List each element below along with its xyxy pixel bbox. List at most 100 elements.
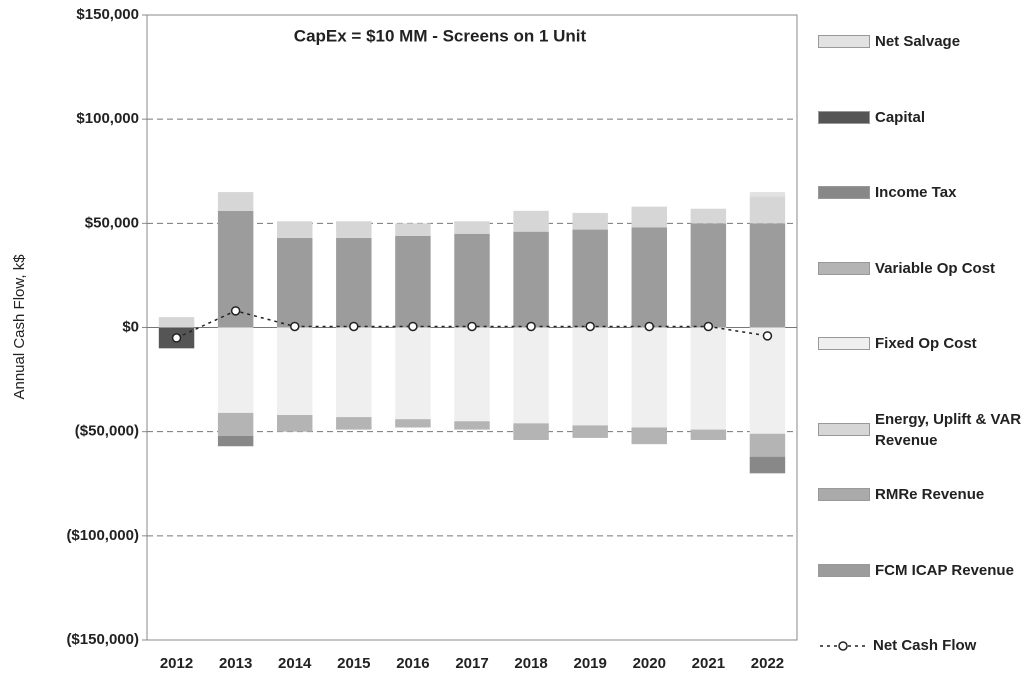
x-tick-label: 2017: [455, 655, 488, 672]
legend-swatch: [818, 35, 870, 48]
legend-line-icon: [820, 640, 866, 651]
bar-segment: [631, 227, 667, 328]
legend-swatch: [818, 110, 870, 124]
bar-segment: [749, 223, 786, 328]
x-tick-label: 2018: [514, 655, 547, 672]
bar-segment: [277, 327, 313, 415]
bar-segment: [336, 237, 372, 328]
legend-item: Income Tax: [818, 182, 1025, 203]
legend-item: Energy, Uplift & VAR Revenue: [818, 409, 1025, 451]
bar-segment: [690, 223, 727, 328]
bar-segment: [217, 435, 254, 447]
bar-segment: [572, 327, 608, 426]
x-tick-label: 2015: [337, 655, 370, 672]
legend-item: Variable Op Cost: [818, 258, 1025, 279]
bar-segment: [395, 327, 431, 420]
bar-segment: [631, 327, 667, 428]
legend-label: Net Cash Flow: [873, 637, 977, 654]
legend-item: Net Salvage: [818, 31, 1025, 52]
bar-segment: [454, 421, 490, 430]
net-cash-flow-point: [171, 333, 182, 343]
legend-label: Variable Op Cost: [875, 259, 996, 277]
bar-segment: [217, 192, 254, 211]
legend-label: RMRe Revenue: [875, 486, 985, 503]
y-tick-label: ($100,000): [66, 527, 139, 544]
bar-segment: [336, 417, 372, 430]
bar-segment: [454, 221, 490, 234]
legend-label: FCM ICAP Revenue: [875, 561, 1014, 579]
y-tick-label: ($50,000): [75, 423, 139, 440]
x-tick-label: 2021: [692, 655, 725, 672]
net-cash-flow-point: [230, 306, 241, 316]
bar-segment: [454, 233, 490, 328]
bar-segment: [217, 327, 254, 413]
bar-segment: [217, 412, 254, 436]
bar-segment: [690, 327, 727, 430]
bar-segment: [513, 423, 549, 440]
bar-segment: [513, 231, 549, 328]
legend-label: Fixed Op Cost: [875, 335, 977, 352]
legend-swatch: [818, 423, 870, 436]
bar-segment: [395, 419, 431, 428]
bar-segment: [690, 429, 727, 440]
net-cash-flow-point: [526, 321, 536, 332]
legend-item: Fixed Op Cost: [818, 333, 1025, 354]
y-tick-label: $0: [122, 318, 139, 335]
bar-segment: [336, 327, 372, 418]
legend-swatch: [818, 186, 870, 199]
bar-segment: [277, 415, 313, 432]
bar-segment: [631, 206, 667, 228]
bar-segment: [749, 456, 786, 474]
legend-swatch: [818, 261, 870, 275]
y-tick-label: ($150,000): [66, 631, 139, 648]
legend: Net Salvage Capital Income Tax Variable Op …: [818, 0, 1032, 679]
legend-label: Income Tax: [875, 184, 957, 201]
legend-label: Energy, Uplift & VAR Revenue: [875, 410, 1022, 449]
bar-segment: [572, 425, 608, 438]
bar-segment: [277, 221, 313, 238]
chart: CapEx = $10 MM - Screens on 1 Unit Annua…: [11, 6, 798, 672]
x-tick-label: 2014: [278, 655, 312, 672]
x-tick-label: 2020: [633, 655, 666, 672]
bar-segment: [336, 221, 372, 238]
net-cash-flow-point: [349, 321, 359, 332]
bar-segment: [749, 196, 786, 224]
x-tick-label: 2016: [396, 655, 429, 672]
bar-segment: [690, 208, 727, 224]
legend-label: Capital: [875, 108, 926, 126]
net-cash-flow-point: [467, 321, 477, 332]
net-cash-flow-point: [644, 321, 655, 332]
legend-item: Net Cash Flow: [818, 635, 1023, 656]
net-cash-flow-point: [289, 321, 300, 332]
bar-segment: [513, 327, 549, 424]
bar-segment: [631, 427, 667, 445]
legend-swatch: [818, 563, 870, 577]
chart-title: CapEx = $10 MM - Screens on 1 Unit: [294, 26, 587, 45]
legend-swatch: [818, 639, 868, 653]
legend-swatch: [818, 337, 870, 350]
bar-segment: [749, 327, 786, 434]
bar-segment: [277, 237, 313, 328]
x-tick-label: 2012: [160, 655, 193, 672]
y-axis-title: Annual Cash Flow, k$: [11, 254, 28, 400]
legend-item: RMRe Revenue: [818, 484, 1025, 505]
legend-label: Net Salvage: [875, 33, 961, 50]
net-cash-flow-point: [703, 321, 714, 332]
bar-segment: [158, 317, 195, 328]
bar-segment: [572, 229, 608, 328]
bar-segment: [395, 223, 431, 236]
bar-segment: [572, 212, 608, 230]
bar-segment: [395, 235, 431, 328]
bar-segment: [513, 210, 549, 232]
net-cash-flow-point: [585, 321, 595, 332]
legend-item: Capital: [818, 107, 1025, 128]
x-tick-label: 2019: [573, 655, 606, 672]
legend-item: FCM ICAP Revenue: [818, 560, 1025, 581]
y-tick-label: $100,000: [76, 110, 139, 127]
y-tick-label: $150,000: [76, 6, 139, 23]
y-tick-label: $50,000: [85, 214, 139, 231]
x-tick-label: 2013: [219, 655, 252, 672]
net-cash-flow-point: [762, 331, 773, 341]
net-cash-flow-point: [408, 321, 418, 332]
